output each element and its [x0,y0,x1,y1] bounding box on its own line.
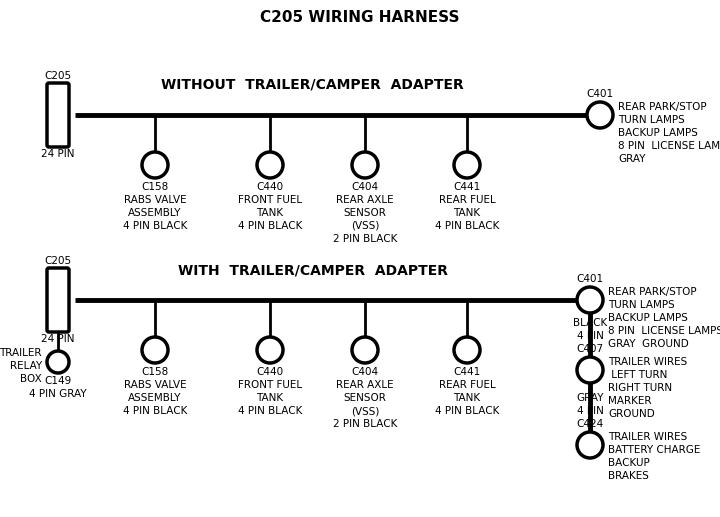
Text: C441: C441 [454,367,481,377]
Text: C401: C401 [577,274,603,284]
Text: REAR AXLE: REAR AXLE [336,380,394,390]
Circle shape [352,337,378,363]
Text: C407: C407 [577,344,603,354]
Text: 4 PIN BLACK: 4 PIN BLACK [123,406,187,416]
Text: WITHOUT  TRAILER/CAMPER  ADAPTER: WITHOUT TRAILER/CAMPER ADAPTER [161,78,464,92]
Text: REAR FUEL: REAR FUEL [438,195,495,205]
Text: TANK: TANK [454,208,480,218]
Text: BACKUP: BACKUP [608,458,649,468]
Text: BACKUP LAMPS: BACKUP LAMPS [608,313,688,323]
Text: BRAKES: BRAKES [608,471,649,481]
Text: TANK: TANK [256,393,284,403]
FancyBboxPatch shape [47,268,69,332]
Text: REAR PARK/STOP: REAR PARK/STOP [618,102,706,112]
Text: TANK: TANK [454,393,480,403]
Text: 4 PIN: 4 PIN [577,331,603,341]
Text: C158: C158 [141,182,168,192]
Text: WITH  TRAILER/CAMPER  ADAPTER: WITH TRAILER/CAMPER ADAPTER [178,263,448,277]
Text: SENSOR: SENSOR [343,208,387,218]
Text: C404: C404 [351,367,379,377]
Text: C149: C149 [45,376,71,386]
Text: ASSEMBLY: ASSEMBLY [128,208,181,218]
Text: BACKUP LAMPS: BACKUP LAMPS [618,128,698,138]
Circle shape [454,152,480,178]
Text: C424: C424 [577,419,603,429]
Text: REAR FUEL: REAR FUEL [438,380,495,390]
Text: 2 PIN BLACK: 2 PIN BLACK [333,234,397,244]
Text: C440: C440 [256,367,284,377]
Circle shape [142,337,168,363]
Text: BLACK: BLACK [573,318,607,328]
Circle shape [257,152,283,178]
Circle shape [577,432,603,458]
Text: 8 PIN  LICENSE LAMPS: 8 PIN LICENSE LAMPS [608,326,720,336]
Text: TRAILER: TRAILER [0,348,42,358]
Text: REAR PARK/STOP: REAR PARK/STOP [608,287,697,297]
Text: LEFT TURN: LEFT TURN [608,370,667,380]
Circle shape [47,351,69,373]
Text: (VSS): (VSS) [351,406,379,416]
Circle shape [352,152,378,178]
Text: 4 PIN GRAY: 4 PIN GRAY [30,389,87,399]
Circle shape [257,337,283,363]
Circle shape [454,337,480,363]
Text: RIGHT TURN: RIGHT TURN [608,383,672,393]
Text: 2 PIN BLACK: 2 PIN BLACK [333,419,397,429]
Text: GRAY: GRAY [618,154,646,164]
Text: BOX: BOX [20,374,42,384]
Text: 4 PIN BLACK: 4 PIN BLACK [435,221,499,231]
Text: 4 PIN BLACK: 4 PIN BLACK [435,406,499,416]
Text: REAR AXLE: REAR AXLE [336,195,394,205]
Text: 4 PIN BLACK: 4 PIN BLACK [238,406,302,416]
Text: 8 PIN  LICENSE LAMPS: 8 PIN LICENSE LAMPS [618,141,720,151]
Text: TANK: TANK [256,208,284,218]
Text: TRAILER WIRES: TRAILER WIRES [608,357,688,367]
Text: RELAY: RELAY [10,361,42,371]
Text: C441: C441 [454,182,481,192]
Text: C158: C158 [141,367,168,377]
Text: 4 PIN: 4 PIN [577,406,603,416]
Circle shape [587,102,613,128]
Circle shape [577,287,603,313]
Text: MARKER: MARKER [608,396,652,406]
Text: GRAY: GRAY [576,393,604,403]
Text: FRONT FUEL: FRONT FUEL [238,195,302,205]
Text: SENSOR: SENSOR [343,393,387,403]
Text: BATTERY CHARGE: BATTERY CHARGE [608,445,701,455]
Text: C401: C401 [586,89,613,99]
Circle shape [142,152,168,178]
Text: C440: C440 [256,182,284,192]
Text: C205: C205 [45,71,71,81]
Text: C404: C404 [351,182,379,192]
Text: TURN LAMPS: TURN LAMPS [618,115,685,125]
Text: RABS VALVE: RABS VALVE [124,380,186,390]
Text: 24 PIN: 24 PIN [41,334,75,344]
Text: FRONT FUEL: FRONT FUEL [238,380,302,390]
Text: GRAY  GROUND: GRAY GROUND [608,339,689,349]
FancyBboxPatch shape [47,83,69,147]
Text: RABS VALVE: RABS VALVE [124,195,186,205]
Text: 4 PIN BLACK: 4 PIN BLACK [123,221,187,231]
Text: C205 WIRING HARNESS: C205 WIRING HARNESS [260,10,460,25]
Text: (VSS): (VSS) [351,221,379,231]
Text: 24 PIN: 24 PIN [41,149,75,159]
Text: TURN LAMPS: TURN LAMPS [608,300,675,310]
Text: 4 PIN BLACK: 4 PIN BLACK [238,221,302,231]
Circle shape [577,357,603,383]
Text: GROUND: GROUND [608,409,654,419]
Text: ASSEMBLY: ASSEMBLY [128,393,181,403]
Text: TRAILER WIRES: TRAILER WIRES [608,432,688,442]
Text: C205: C205 [45,256,71,266]
